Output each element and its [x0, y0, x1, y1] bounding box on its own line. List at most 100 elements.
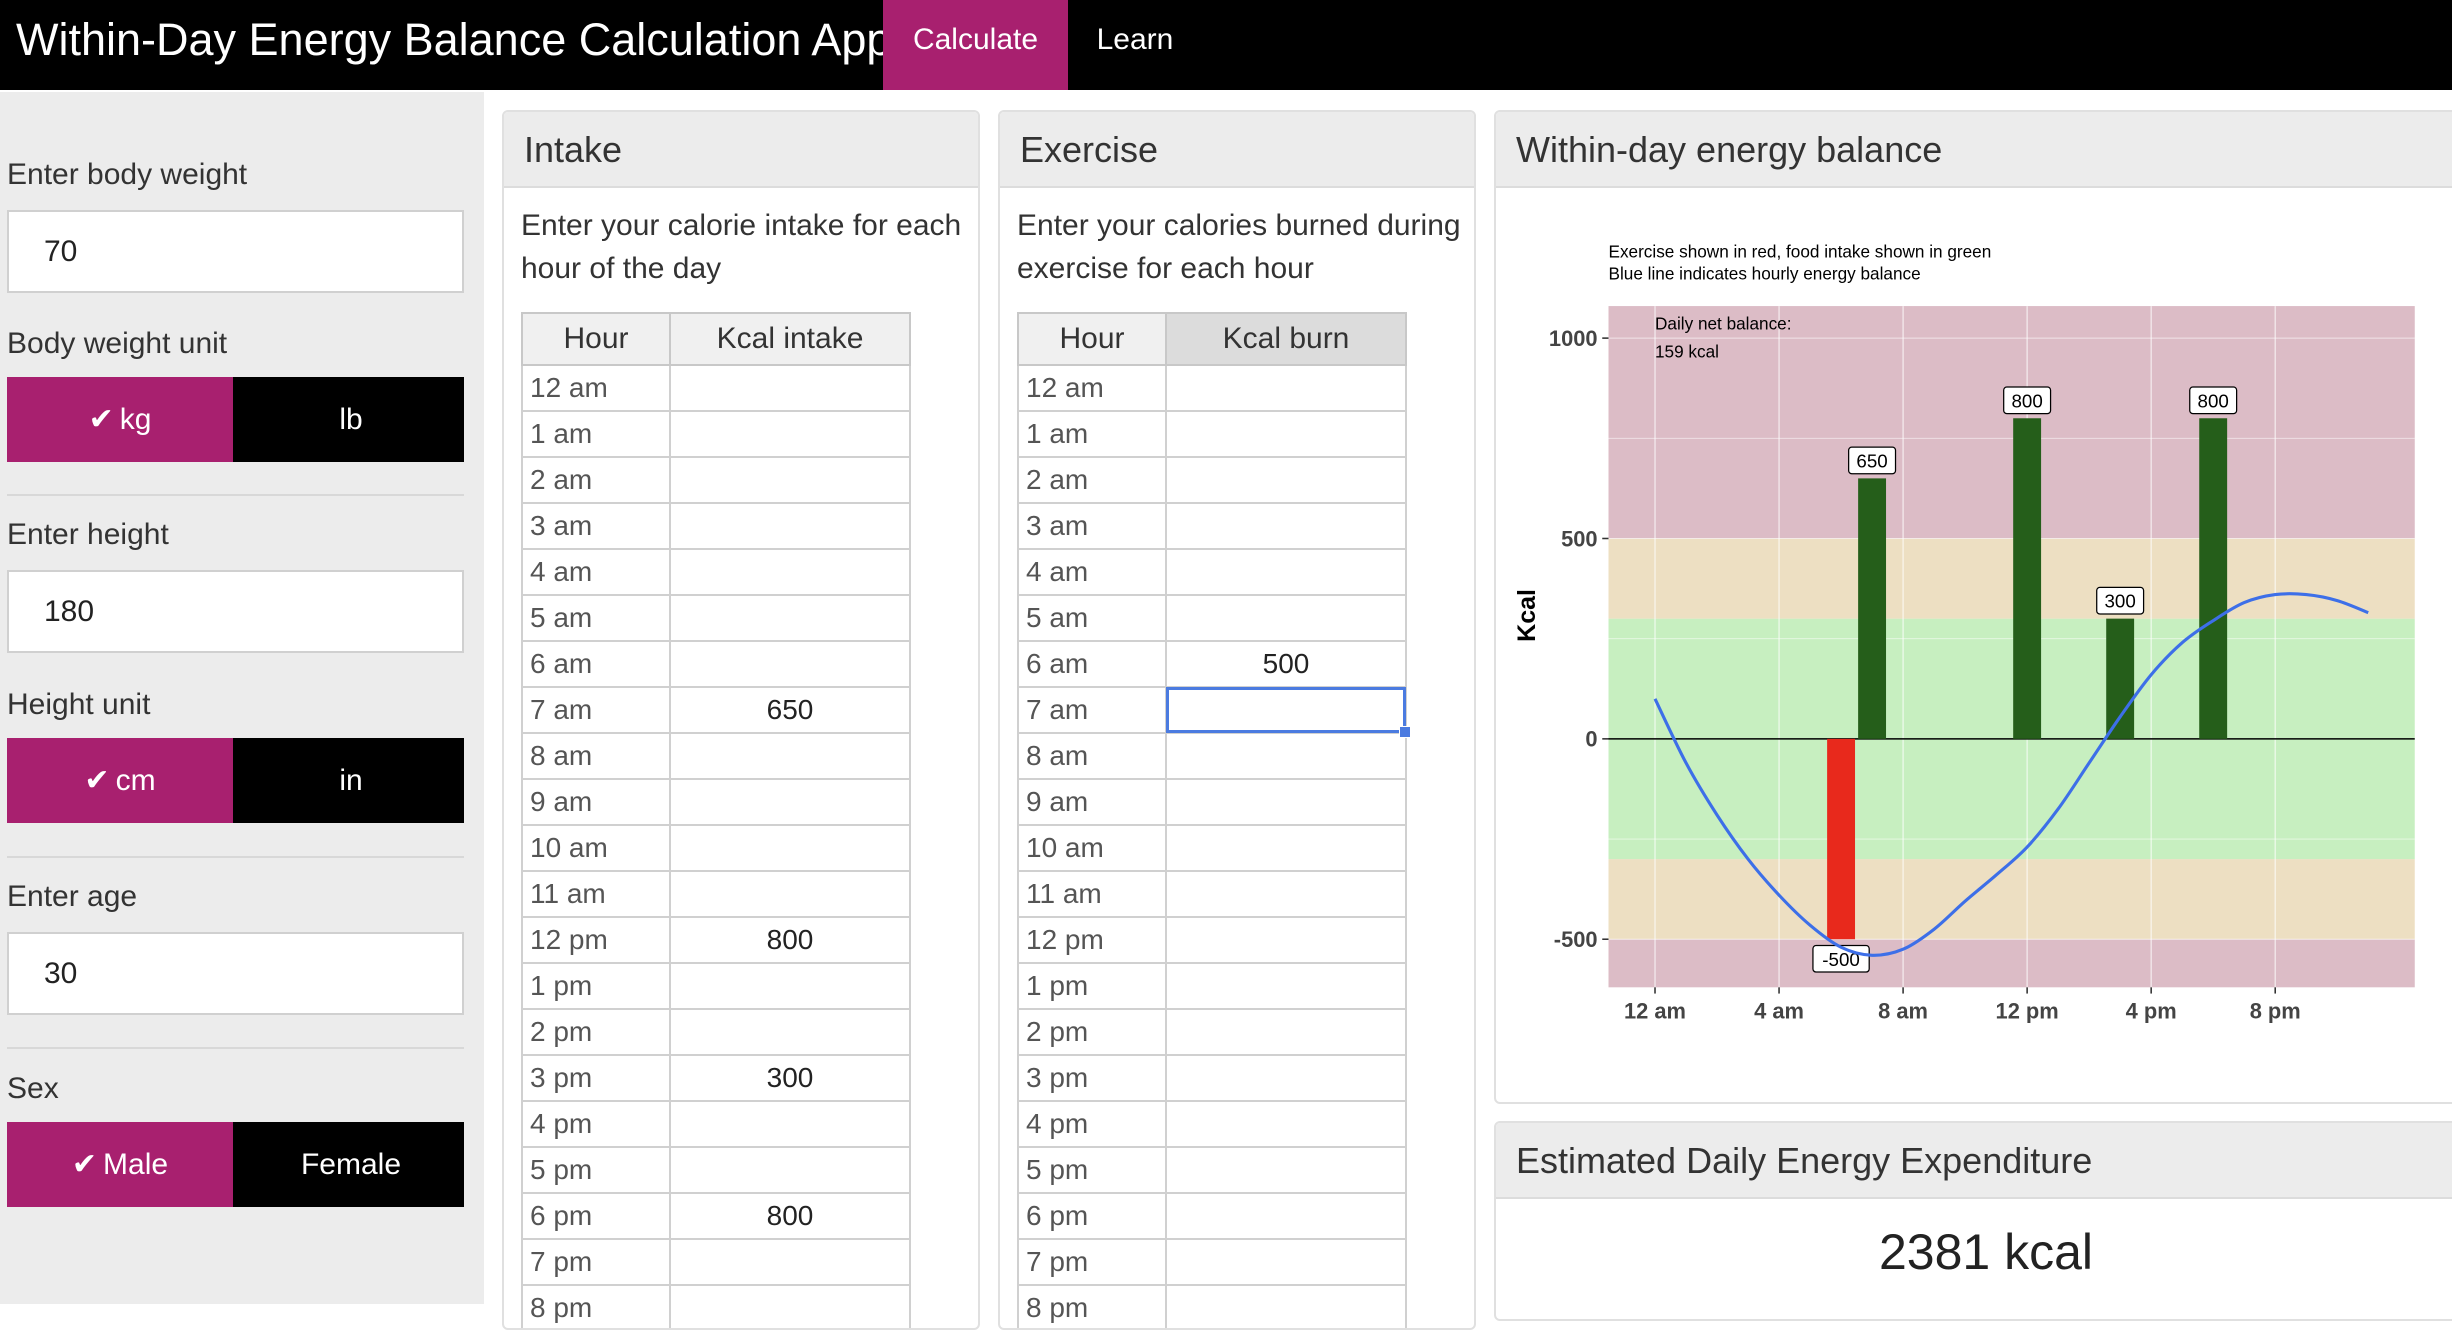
- age-input[interactable]: 30: [7, 932, 464, 1015]
- sex-female-button[interactable]: Female: [300, 1148, 402, 1181]
- divider: [7, 1047, 464, 1049]
- intake-kcal-cell[interactable]: [669, 456, 911, 504]
- sidebar: Enter body weight 70 Body weight unit ✔ k…: [0, 92, 484, 1304]
- weight-unit-lb-button[interactable]: lb: [339, 403, 363, 436]
- exercise-kcal-cell[interactable]: [1165, 1008, 1407, 1056]
- exercise-kcal-cell[interactable]: [1165, 410, 1407, 458]
- intake-kcal-cell[interactable]: 800: [669, 916, 911, 964]
- height-unit-label: Height unit: [7, 688, 151, 721]
- exercise-kcal-cell[interactable]: [1165, 548, 1407, 596]
- intake-kcal-cell[interactable]: [669, 870, 911, 918]
- x-tick-label: 8 am: [1878, 999, 1928, 1024]
- exercise-kcal-cell[interactable]: [1165, 824, 1407, 872]
- exercise-kcal-cell[interactable]: [1165, 594, 1407, 642]
- exercise-row: 6 pm: [1017, 1192, 1407, 1240]
- weight-input[interactable]: 70: [7, 210, 464, 293]
- height-unit-in-button[interactable]: in: [339, 764, 363, 797]
- exercise-kcal-cell[interactable]: [1165, 870, 1407, 918]
- intake-kcal-cell[interactable]: [669, 1008, 911, 1056]
- exercise-row: 2 am: [1017, 456, 1407, 504]
- exercise-kcal-cell[interactable]: 500: [1165, 640, 1407, 688]
- intake-kcal-cell[interactable]: [669, 1146, 911, 1194]
- intake-row: 12 am: [521, 364, 911, 412]
- intake-kcal-cell[interactable]: 650: [669, 686, 911, 734]
- exercise-title: Exercise: [1000, 112, 1474, 188]
- intake-kcal-cell[interactable]: [669, 364, 911, 412]
- exercise-hour-cell: 6 am: [1017, 640, 1167, 688]
- exercise-kcal-cell[interactable]: [1165, 1192, 1407, 1240]
- tab-learn[interactable]: Learn: [1096, 23, 1174, 56]
- exercise-row: 11 am: [1017, 870, 1407, 918]
- exercise-row: 5 pm: [1017, 1146, 1407, 1194]
- weight-label: Enter body weight: [7, 158, 248, 191]
- exercise-table: Hour Kcal burn 12 am 1 am 2 am 3 am 4 am 5 am…: [1017, 312, 1412, 1328]
- bar-label-box: [2189, 386, 2238, 415]
- intake-kcal-cell[interactable]: [669, 594, 911, 642]
- exercise-kcal-cell[interactable]: [1165, 778, 1407, 826]
- chart-subtitle: Exercise shown in red, food intake shown…: [1609, 242, 1992, 262]
- exercise-row: 3 pm: [1017, 1054, 1407, 1102]
- exercise-kcal-cell[interactable]: [1165, 1054, 1407, 1102]
- exercise-kcal-cell[interactable]: [1165, 732, 1407, 780]
- intake-hour-cell: 4 pm: [521, 1100, 671, 1148]
- exercise-kcal-cell[interactable]: [1165, 456, 1407, 504]
- height-input[interactable]: 180: [7, 570, 464, 653]
- intake-row: 3 pm 300: [521, 1054, 911, 1102]
- exercise-kcal-cell[interactable]: [1165, 1238, 1407, 1286]
- weight-unit-kg-button[interactable]: ✔ kg: [7, 377, 233, 462]
- navbar: Within-Day Energy Balance Calculation Ap…: [0, 0, 2452, 90]
- divider: [7, 494, 464, 496]
- intake-hour-cell: 1 am: [521, 410, 671, 458]
- sex-toggle: ✔ Male Female: [7, 1122, 464, 1207]
- exercise-kcal-cell[interactable]: [1165, 686, 1412, 739]
- exercise-kcal-cell[interactable]: [1165, 502, 1407, 550]
- intake-hour-cell: 4 am: [521, 548, 671, 596]
- intake-kcal-header[interactable]: Kcal intake: [669, 312, 911, 366]
- exercise-row: 8 pm: [1017, 1284, 1407, 1328]
- exercise-hour-cell: 1 am: [1017, 410, 1167, 458]
- intake-kcal-cell[interactable]: [669, 1238, 911, 1286]
- intake-kcal-cell[interactable]: [669, 962, 911, 1010]
- intake-kcal-cell[interactable]: [669, 410, 911, 458]
- food-bar: [2106, 618, 2135, 739]
- food-bar: [1858, 478, 1887, 739]
- exercise-row: 7 am: [1017, 686, 1412, 739]
- exercise-hour-cell: 8 am: [1017, 732, 1167, 780]
- intake-kcal-cell[interactable]: [669, 732, 911, 780]
- exercise-hour-header[interactable]: Hour: [1017, 312, 1167, 366]
- intake-row: 4 pm: [521, 1100, 911, 1148]
- exercise-kcal-cell[interactable]: [1165, 1100, 1407, 1148]
- zone-band: [1608, 859, 2415, 940]
- exercise-kcal-cell[interactable]: [1165, 364, 1407, 412]
- chart-panel: Within-day energy balance 650 800 300 800 -5…: [1494, 110, 2452, 1104]
- intake-kcal-cell[interactable]: [669, 1100, 911, 1148]
- intake-row: 2 am: [521, 456, 911, 504]
- exercise-hour-cell: 5 am: [1017, 594, 1167, 642]
- intake-kcal-cell[interactable]: [669, 640, 911, 688]
- intake-kcal-cell[interactable]: [669, 1284, 911, 1328]
- intake-kcal-cell[interactable]: [669, 548, 911, 596]
- intake-hour-header[interactable]: Hour: [521, 312, 671, 366]
- intake-kcal-cell[interactable]: [669, 502, 911, 550]
- exercise-hour-cell: 10 am: [1017, 824, 1167, 872]
- height-unit-cm-button[interactable]: ✔ cm: [7, 738, 233, 823]
- exercise-kcal-header[interactable]: Kcal burn: [1165, 312, 1407, 366]
- divider: [7, 856, 464, 858]
- exercise-kcal-cell[interactable]: [1165, 916, 1407, 964]
- intake-kcal-cell[interactable]: [669, 824, 911, 872]
- y-tick-label: 0: [1585, 727, 1597, 752]
- exercise-row: 4 am: [1017, 548, 1407, 596]
- exercise-kcal-cell[interactable]: [1165, 1284, 1407, 1328]
- intake-kcal-cell[interactable]: 800: [669, 1192, 911, 1240]
- check-icon: ✔: [84, 764, 110, 797]
- exercise-kcal-cell[interactable]: [1165, 962, 1407, 1010]
- intake-kcal-cell[interactable]: [669, 778, 911, 826]
- sex-male-button[interactable]: ✔ Male: [7, 1122, 233, 1207]
- bar-label-box: [2096, 586, 2145, 615]
- intake-kcal-cell[interactable]: 300: [669, 1054, 911, 1102]
- intake-row: 5 pm: [521, 1146, 911, 1194]
- exercise-kcal-cell[interactable]: [1165, 1146, 1407, 1194]
- intake-hour-cell: 7 pm: [521, 1238, 671, 1286]
- tab-calculate[interactable]: Calculate: [883, 0, 1068, 90]
- food-bar: [2199, 418, 2228, 739]
